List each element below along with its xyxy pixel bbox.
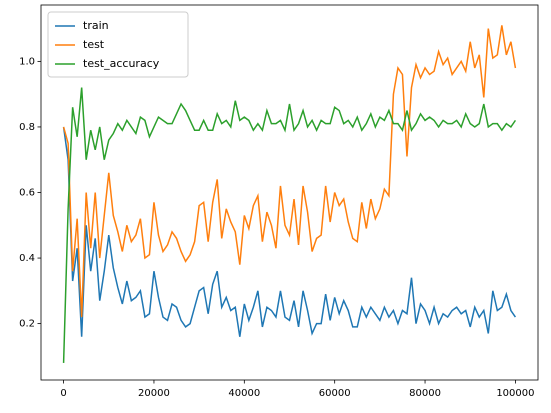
y-tick-label: 0.2 [19, 319, 35, 330]
legend-label: test_accuracy [83, 57, 160, 70]
legend: train test test_accuracy [47, 11, 189, 78]
line-series [62, 25, 517, 318]
x-tick-label: 40000 [228, 388, 260, 399]
y-tick-label: 1.0 [19, 56, 35, 67]
y-tick-label: 0.4 [19, 253, 35, 264]
y-tick-label: 0.6 [19, 188, 35, 199]
x-tick-label: 100000 [496, 388, 534, 399]
x-tick-label: 80000 [409, 388, 441, 399]
line-series [62, 87, 517, 363]
axes-frame [40, 4, 539, 381]
line-series [62, 126, 517, 337]
x-tick-label: 60000 [319, 388, 351, 399]
x-tick-label: 20000 [138, 388, 170, 399]
legend-label: train [83, 19, 109, 32]
legend-label: test [83, 38, 105, 51]
x-tick-label: 0 [60, 388, 66, 399]
y-tick-label: 0.8 [19, 122, 35, 133]
legend-box [47, 11, 189, 78]
